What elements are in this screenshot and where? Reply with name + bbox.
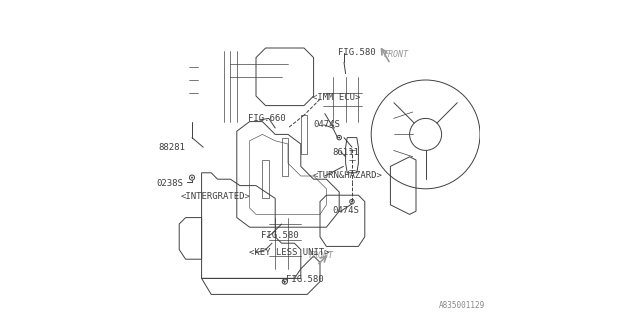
Text: FIG.580: FIG.580 <box>287 276 324 284</box>
Text: FIG.660: FIG.660 <box>248 114 285 123</box>
Text: <IMM ECU>: <IMM ECU> <box>312 93 360 102</box>
Text: FIG.580: FIG.580 <box>338 48 375 57</box>
Text: <INTERGRATED>: <INTERGRATED> <box>181 192 251 201</box>
Circle shape <box>284 281 285 283</box>
Text: FIG.580: FIG.580 <box>261 231 298 240</box>
Text: FRONT: FRONT <box>309 252 334 260</box>
Text: 0474S: 0474S <box>314 120 340 129</box>
Text: 0238S: 0238S <box>156 180 183 188</box>
Circle shape <box>191 177 193 179</box>
Circle shape <box>339 137 340 139</box>
Circle shape <box>351 201 353 203</box>
Text: 0474S: 0474S <box>332 206 359 215</box>
Text: FRONT: FRONT <box>384 50 409 59</box>
Text: A835001129: A835001129 <box>438 301 484 310</box>
Text: <TURN&HAZARD>: <TURN&HAZARD> <box>312 171 382 180</box>
Text: <KEY LESS UNIT>: <KEY LESS UNIT> <box>249 248 330 257</box>
Text: 86111: 86111 <box>332 148 359 156</box>
Text: 88281: 88281 <box>159 143 186 152</box>
